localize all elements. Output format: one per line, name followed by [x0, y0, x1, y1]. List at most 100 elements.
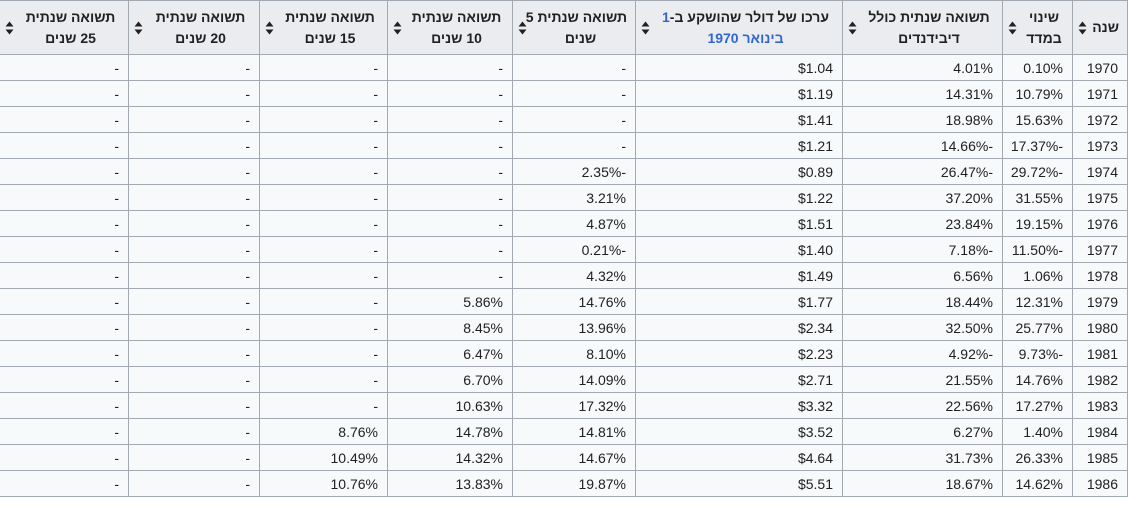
header-label: במדד — [1026, 29, 1062, 46]
column-header-return-15y[interactable]: תשואה שנתית 15 שנים — [259, 0, 388, 55]
cell-year: 1971 — [1072, 80, 1128, 107]
header-label: תשואה שנתית — [411, 8, 502, 25]
cell-year: 1984 — [1072, 418, 1128, 445]
cell-return-20y: - — [128, 236, 260, 263]
cell-year: 1979 — [1072, 288, 1128, 315]
cell-year: 1986 — [1072, 470, 1128, 497]
column-header-return-5y[interactable]: תשואה שנתית 5 שנים — [512, 0, 636, 55]
cell-year: 1980 — [1072, 314, 1128, 341]
cell-dollar-value: $1.51 — [635, 210, 843, 237]
table-row: 1973 -17.37% -14.66% $1.21- - - - - — [0, 132, 1128, 159]
cell-return-25y: - — [0, 444, 129, 471]
cell-return-15y: - — [259, 54, 388, 81]
cell-return-5y: 3.21% — [512, 184, 636, 211]
cell-total-return-dividends: 18.44% — [842, 288, 1003, 315]
cell-index-change: 14.76% — [1002, 366, 1073, 393]
cell-index-change: -11.50% — [1002, 236, 1073, 263]
header-label: 10 שנים — [431, 29, 482, 46]
cell-return-5y: -2.35% — [512, 158, 636, 185]
cell-year: 1976 — [1072, 210, 1128, 237]
cell-return-20y: - — [128, 158, 260, 185]
date-link[interactable]: 1 — [661, 8, 670, 25]
cell-return-15y: 10.76% — [259, 470, 388, 497]
column-header-return-20y[interactable]: תשואה שנתית 20 שנים — [128, 0, 260, 55]
cell-year: 1974 — [1072, 158, 1128, 185]
table-row: 1981 -9.73% -4.92% $2.23 8.10% 6.47% - - - — [0, 340, 1128, 367]
table-row: 1975 31.55% 37.20% $1.22 3.21% - - - - — [0, 184, 1128, 211]
cell-return-10y: 13.83% — [387, 470, 513, 497]
cell-return-25y: - — [0, 54, 129, 81]
cell-dollar-value: $2.71 — [635, 366, 843, 393]
cell-dollar-value: $1.40 — [635, 236, 843, 263]
cell-return-20y: - — [128, 288, 260, 315]
cell-dollar-value: $3.52 — [635, 418, 843, 445]
header-label: שנה — [1092, 19, 1119, 35]
cell-total-return-dividends: -4.92% — [842, 340, 1003, 367]
cell-year: 1983 — [1072, 392, 1128, 419]
cell-return-20y: - — [128, 418, 260, 445]
column-header-return-25y[interactable]: תשואה שנתית 25 שנים — [0, 0, 129, 55]
header-label: ערכו של דולר שהושקע ב- — [669, 8, 829, 25]
cell-return-25y: - — [0, 470, 129, 497]
annual-returns-table-container: שנה שינוי במדד — [0, 0, 1128, 497]
column-header-total-return-dividends[interactable]: תשואה שנתית כולל דיבידנדים — [842, 0, 1003, 55]
cell-index-change: 15.63% — [1002, 106, 1073, 133]
cell-index-change: 0.10% — [1002, 54, 1073, 81]
table-body: 1970 0.10% 4.01% $1.04- - - - -1971 10.79% 14.31%… — [0, 54, 1128, 497]
cell-dollar-value: $1.04 — [635, 54, 843, 81]
cell-dollar-value: $1.22 — [635, 184, 843, 211]
header-label: 15 שנים — [304, 29, 356, 46]
header-label: תשואה שנתית — [285, 8, 375, 25]
cell-return-15y: - — [259, 106, 388, 133]
cell-year: 1977 — [1072, 236, 1128, 263]
cell-return-20y: - — [128, 470, 260, 497]
column-header-return-10y[interactable]: תשואה שנתית 10 שנים — [387, 0, 513, 55]
header-label: 20 שנים — [175, 29, 226, 46]
cell-return-10y: 14.32% — [387, 444, 513, 471]
cell-return-15y: 8.76% — [259, 418, 388, 445]
table-row: 1978 1.06% 6.56% $1.49 4.32% - - - - — [0, 262, 1128, 289]
table-row: 1976 19.15% 23.84% $1.51 4.87% - - - - — [0, 210, 1128, 237]
cell-return-5y: 14.67% — [512, 444, 636, 471]
cell-return-5y: - — [512, 80, 636, 107]
column-header-dollar-value[interactable]: ערכו של דולר שהושקע ב-1 בינואר 1970 — [635, 0, 843, 55]
cell-year: 1982 — [1072, 366, 1128, 393]
cell-return-10y: 8.45% — [387, 314, 513, 341]
cell-return-25y: - — [0, 236, 129, 263]
cell-index-change: 10.79% — [1002, 80, 1073, 107]
table-header: שנה שינוי במדד — [0, 0, 1128, 55]
header-label: דיבידנדים — [898, 29, 960, 46]
cell-return-15y: - — [259, 184, 388, 211]
sort-icon — [264, 20, 275, 35]
cell-return-5y: - — [512, 106, 636, 133]
column-header-index-change[interactable]: שינוי במדד — [1002, 0, 1073, 55]
sort-icon — [640, 20, 651, 35]
column-header-year[interactable]: שנה — [1072, 0, 1128, 55]
cell-total-return-dividends: 6.27% — [842, 418, 1003, 445]
cell-return-10y: 5.86% — [387, 288, 513, 315]
cell-return-25y: - — [0, 288, 129, 315]
cell-total-return-dividends: 22.56% — [842, 392, 1003, 419]
cell-return-10y: - — [387, 132, 513, 159]
cell-return-10y: - — [387, 236, 513, 263]
table-row: 1984 1.40% 6.27% $3.52 14.81% 14.78% 8.76% - - — [0, 418, 1128, 445]
sort-icon — [133, 20, 144, 35]
cell-return-10y: - — [387, 262, 513, 289]
cell-return-25y: - — [0, 418, 129, 445]
cell-return-15y: - — [259, 392, 388, 419]
cell-return-20y: - — [128, 262, 260, 289]
sort-icon — [517, 20, 528, 35]
cell-return-15y: - — [259, 340, 388, 367]
cell-return-10y: - — [387, 106, 513, 133]
cell-total-return-dividends: -7.18% — [842, 236, 1003, 263]
cell-year: 1978 — [1072, 262, 1128, 289]
cell-return-25y: - — [0, 314, 129, 341]
cell-index-change: -29.72% — [1002, 158, 1073, 185]
cell-return-25y: - — [0, 210, 129, 237]
date-link[interactable]: בינואר 1970 — [707, 29, 784, 46]
cell-index-change: 31.55% — [1002, 184, 1073, 211]
cell-return-25y: - — [0, 106, 129, 133]
sort-icon — [4, 20, 15, 35]
cell-year: 1973 — [1072, 132, 1128, 159]
header-label: תשואה שנתית — [25, 8, 116, 25]
